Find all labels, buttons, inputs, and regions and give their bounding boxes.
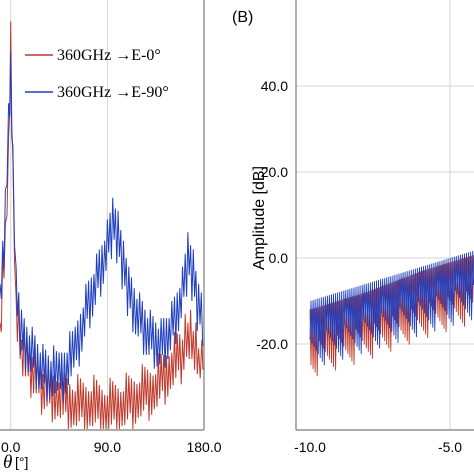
right-series-group — [309, 250, 474, 377]
legend: 360GHz →E-0° 360GHz →E-90° — [25, 47, 169, 101]
panel-label-b: (B) — [232, 9, 253, 26]
right-x-tick-1: -5.0 — [438, 439, 462, 455]
left-series-line-1 — [0, 51, 204, 403]
left-x-tick-1: 90.0 — [94, 439, 121, 455]
legend-label-e90: 360GHz →E-90° — [57, 84, 169, 101]
left-x-tick-0: 0.0 — [1, 439, 21, 455]
right-y-tick-1: 0.0 — [269, 250, 289, 266]
left-series-line-0 — [0, 21, 204, 430]
right-y-axis-label: Amplitude [dB] — [251, 166, 268, 270]
right-panel: (B) -20.0 0.0 20.0 40.0 -10.0 -5.0 Amplitude… — [232, 0, 474, 455]
left-series-group — [0, 21, 204, 430]
left-panel: 0.0 90.0 180.0 θ [°] 360GHz →E-0° 360GHz →… — [0, 0, 222, 473]
right-gridlines — [296, 0, 474, 430]
right-y-tick-3: 40.0 — [261, 78, 288, 94]
right-x-tick-labels: -10.0 -5.0 — [294, 439, 462, 455]
left-x-tick-labels: 0.0 90.0 180.0 — [1, 439, 222, 455]
right-y-tick-labels: -20.0 0.0 20.0 40.0 — [256, 78, 288, 352]
right-x-tick-0: -10.0 — [294, 439, 326, 455]
right-y-tick-2: 20.0 — [261, 164, 288, 180]
left-x-tick-2: 180.0 — [186, 439, 221, 455]
right-y-tick-0: -20.0 — [256, 336, 288, 352]
legend-label-e0: 360GHz →E-0° — [57, 47, 161, 64]
left-x-label-unit: [°] — [15, 454, 28, 470]
left-x-label-symbol: θ — [3, 452, 12, 473]
right-series-line-1 — [309, 250, 474, 366]
